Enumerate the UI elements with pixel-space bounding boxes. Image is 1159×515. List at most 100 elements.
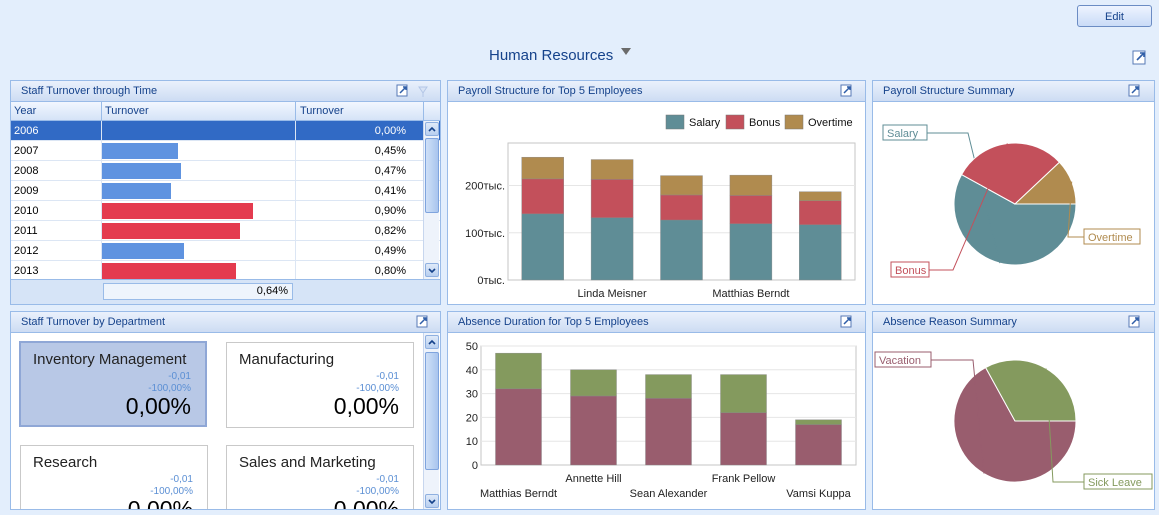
bar-segment[interactable] xyxy=(645,374,692,399)
cell-year: 2011 xyxy=(14,225,38,237)
absence-chart-panel: Absence Duration for Top 5 Employees 0 10… xyxy=(447,311,866,510)
column-header-year[interactable]: Year xyxy=(14,105,37,117)
grid-total-row: 0,64% xyxy=(11,279,440,304)
bar-segment[interactable] xyxy=(795,419,842,425)
scroll-down-button[interactable] xyxy=(425,263,439,277)
filter-icon[interactable] xyxy=(621,48,631,56)
pie-slice[interactable] xyxy=(1013,161,1077,205)
bar-segment[interactable] xyxy=(521,178,564,215)
cell-turnover-bar xyxy=(102,223,240,239)
export-icon[interactable] xyxy=(1128,315,1142,329)
table-row[interactable]: 2013 0,80% xyxy=(11,261,440,281)
export-icon[interactable] xyxy=(416,315,430,329)
legend-swatch xyxy=(784,114,804,130)
export-icon[interactable] xyxy=(840,315,854,329)
column-header-turnover-value[interactable]: Turnover xyxy=(300,105,344,117)
bar-segment[interactable] xyxy=(590,159,634,180)
absence-summary-panel: Absence Reason Summary Vacation Sick Leav… xyxy=(872,311,1155,510)
bar-segment[interactable] xyxy=(590,217,634,281)
export-icon[interactable] xyxy=(840,84,854,98)
bar-segment[interactable] xyxy=(590,179,634,218)
payroll-pie-chart: Salary Bonus Overtime xyxy=(882,124,1141,278)
panel-header: Absence Reason Summary xyxy=(873,312,1154,333)
dashboard-title: Human Resources xyxy=(489,47,614,64)
scroll-up-button[interactable] xyxy=(425,335,439,349)
bar-segment[interactable] xyxy=(645,398,692,466)
scroll-up-button[interactable] xyxy=(425,122,439,136)
legend-label: Bonus xyxy=(749,117,781,129)
export-dashboard-icon[interactable] xyxy=(1132,50,1148,66)
bar-segment[interactable] xyxy=(799,224,842,281)
scroll-down-button[interactable] xyxy=(425,494,439,508)
scroll-thumb[interactable] xyxy=(425,138,439,213)
table-row[interactable]: 2008 0,47% xyxy=(11,161,440,181)
cell-turnover-value: 0,82% xyxy=(374,225,406,237)
bar-segment[interactable] xyxy=(570,395,617,466)
bar-segment[interactable] xyxy=(660,219,703,281)
pie-leader-line xyxy=(1045,368,1084,483)
dept-card-inventory-management[interactable]: Inventory Management -0,01 -100,00% 0,00% xyxy=(19,341,207,427)
dept-card-delta: -0,01 -100,00% xyxy=(148,371,191,394)
bar-segment[interactable] xyxy=(720,412,767,466)
table-row[interactable]: 2011 0,82% xyxy=(11,221,440,241)
cell-turnover-bar xyxy=(102,143,178,159)
table-row[interactable]: 2009 0,41% xyxy=(11,181,440,201)
export-icon[interactable] xyxy=(396,84,410,98)
pie-label: Vacation xyxy=(879,355,921,367)
table-row[interactable]: 2007 0,45% xyxy=(11,141,440,161)
bar-segment[interactable] xyxy=(660,175,703,196)
bar-segment[interactable] xyxy=(799,200,842,225)
dept-card-research[interactable]: Research -0,01 -100,00% 0,00% xyxy=(20,445,208,509)
panel-title: Absence Reason Summary xyxy=(883,316,1017,328)
bar-segment[interactable] xyxy=(729,223,773,281)
grid-scrollbar[interactable] xyxy=(423,121,439,279)
panel-header: Payroll Structure for Top 5 Employees xyxy=(448,81,865,102)
scroll-thumb[interactable] xyxy=(425,352,439,470)
grid-rows: 2006 0,00% 2007 0,45% 2008 0,47% 2009 0,41% 2010… xyxy=(11,121,440,281)
bar-segment[interactable] xyxy=(521,156,564,180)
y-tick-label: 100тыс. xyxy=(465,228,505,240)
dept-card-manufacturing[interactable]: Manufacturing -0,01 -100,00% 0,00% xyxy=(226,342,414,428)
column-header-turnover-bar[interactable]: Turnover xyxy=(105,105,149,117)
y-tick-label: 0тыс. xyxy=(477,275,505,287)
bar-segment[interactable] xyxy=(720,374,767,413)
bar-segment[interactable] xyxy=(495,388,542,466)
edit-button[interactable]: Edit xyxy=(1077,5,1152,27)
cards-scrollbar[interactable] xyxy=(423,333,439,509)
bar-segment[interactable] xyxy=(795,424,842,466)
absence-pie-chart: Vacation Sick Leave xyxy=(874,351,1153,490)
bar-segment[interactable] xyxy=(660,194,703,221)
table-row[interactable]: 2012 0,49% xyxy=(11,241,440,261)
export-icon[interactable] xyxy=(1128,84,1142,98)
pie-label: Salary xyxy=(887,128,919,140)
pie-label-box xyxy=(890,261,930,278)
dept-card-name: Research xyxy=(33,454,98,471)
pie-slice[interactable] xyxy=(953,366,1077,483)
table-row[interactable]: 2010 0,90% xyxy=(11,201,440,221)
y-tick-label: 20 xyxy=(466,412,478,424)
grid-total-value: 0,64% xyxy=(103,283,293,300)
bar-segment[interactable] xyxy=(521,213,564,281)
panel-header: Staff Turnover through Time xyxy=(11,81,440,102)
bar-segment[interactable] xyxy=(570,369,617,397)
legend-label: Overtime xyxy=(808,117,853,129)
chevron-down-icon xyxy=(428,499,436,505)
y-tick-label: 0 xyxy=(472,460,478,472)
pin-icon[interactable] xyxy=(416,84,430,98)
pie-slice[interactable] xyxy=(984,359,1077,422)
dept-card-sales-and-marketing[interactable]: Sales and Marketing -0,01 -100,00% 0,00% xyxy=(226,445,414,510)
cell-turnover-bar xyxy=(102,183,171,199)
pie-leader-line xyxy=(931,359,985,474)
bar-segment[interactable] xyxy=(799,191,842,201)
cell-turnover-value: 0,49% xyxy=(374,245,406,257)
panel-title: Payroll Structure Summary xyxy=(883,85,1015,97)
dept-card-value: 0,00% xyxy=(333,496,399,510)
dept-card-delta: -0,01 -100,00% xyxy=(356,371,399,394)
table-row[interactable]: 2006 0,00% xyxy=(11,121,440,141)
y-tick-label: 40 xyxy=(466,365,478,377)
bar-segment[interactable] xyxy=(729,195,773,224)
bar-segment[interactable] xyxy=(495,352,542,390)
dept-card-delta: -0,01 -100,00% xyxy=(356,474,399,497)
pie-label-box xyxy=(882,124,928,141)
bar-segment[interactable] xyxy=(729,174,773,196)
